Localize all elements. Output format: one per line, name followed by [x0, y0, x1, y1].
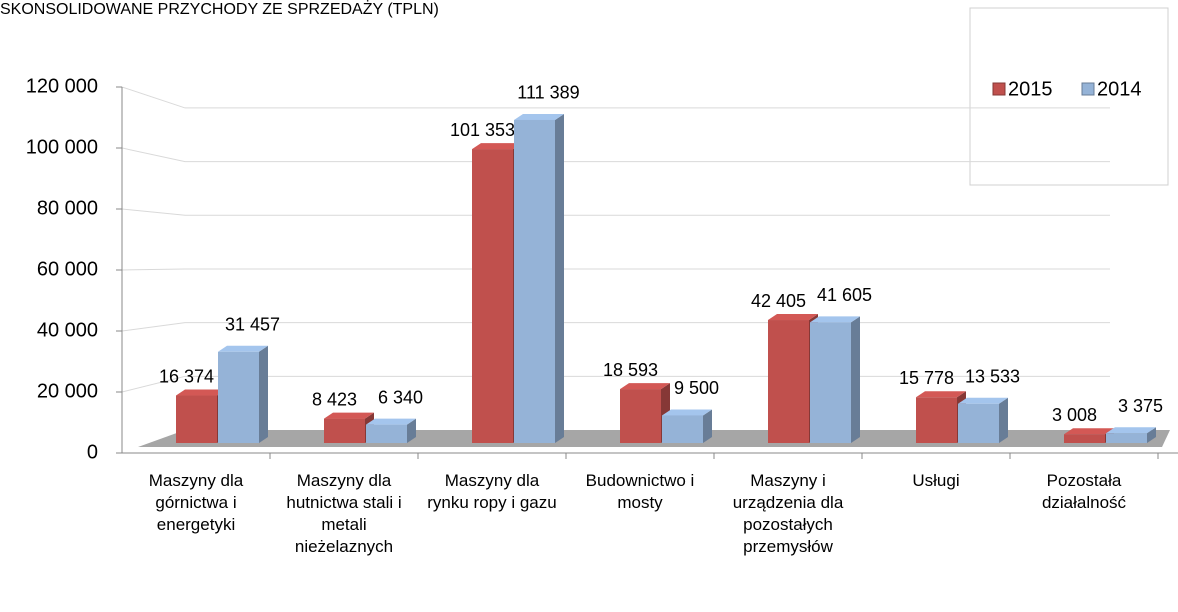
bar-top: [514, 113, 564, 120]
bar-side: [1147, 427, 1156, 443]
bar-side: [407, 418, 416, 443]
bar-top: [1064, 428, 1114, 435]
data-label: 42 405: [751, 291, 806, 311]
bar-top: [958, 397, 1008, 404]
bar: [366, 424, 407, 443]
bar-top: [472, 143, 522, 150]
bar-side: [851, 316, 860, 443]
bar-side: [555, 113, 564, 444]
x-tick-label: Budownictwo i mosty: [585, 471, 695, 512]
bar-top: [218, 345, 268, 352]
data-label: 16 374: [159, 366, 214, 386]
y-tick-label: 60 000: [37, 258, 98, 280]
bar-top: [176, 389, 226, 396]
bar: [620, 389, 661, 443]
data-label: 3 008: [1052, 405, 1097, 425]
data-label: 3 375: [1118, 396, 1163, 416]
bar: [218, 351, 259, 443]
bar: [324, 418, 365, 443]
bar: [1064, 434, 1105, 443]
bar: [176, 395, 217, 443]
bar: [958, 403, 999, 443]
data-label: 111 389: [517, 83, 579, 103]
x-tick-label: Maszyny dla rynku ropy i gazu: [427, 471, 557, 512]
x-tick-label: Maszyny i urządzenia dla pozostałych prz…: [732, 471, 844, 556]
bar: [768, 320, 809, 443]
data-label: 15 778: [899, 368, 954, 388]
data-label: 41 605: [817, 285, 872, 305]
y-tick-label: 20 000: [37, 380, 98, 402]
bar-top: [768, 314, 818, 321]
bar-top: [324, 412, 374, 419]
x-tick-label: Maszyny dla górnictwa i energetyki: [148, 471, 244, 534]
bar: [472, 149, 513, 443]
y-tick-label: 100 000: [26, 136, 98, 158]
bar: [662, 415, 703, 443]
data-label: 31 457: [225, 315, 280, 335]
bar: [916, 397, 957, 443]
bar: [1106, 433, 1147, 443]
grid-line: [121, 147, 1110, 163]
x-tick-label: Maszyny dla hutnictwa stali i metali nie…: [286, 471, 402, 556]
data-label: 18 593: [603, 360, 658, 380]
legend-swatch: [992, 82, 1006, 96]
bar-top: [366, 418, 416, 425]
data-label: 6 340: [378, 387, 423, 407]
bar-side: [259, 345, 268, 443]
legend-label: 2014: [1097, 78, 1142, 100]
data-label: 8 423: [312, 389, 357, 409]
data-label: 101 353: [450, 120, 515, 140]
legend-swatch: [1081, 82, 1095, 96]
y-tick-label: 0: [87, 441, 98, 463]
bar-top: [620, 383, 670, 390]
y-tick-label: 80 000: [37, 197, 98, 219]
y-tick-label: 40 000: [37, 319, 98, 341]
data-label: 9 500: [674, 378, 719, 398]
grid-line: [121, 86, 1110, 109]
y-tick-label: 120 000: [26, 75, 98, 97]
bar-top: [916, 391, 966, 398]
legend-box: [969, 7, 1169, 186]
chart-title: SKONSOLIDOWANE PRZYCHODY ZE SPRZEDAŻY (T…: [0, 0, 439, 18]
bar-side: [703, 409, 712, 443]
bar-top: [1106, 427, 1156, 434]
bar-top: [662, 409, 712, 416]
x-tick-label: Pozostała działalność: [1041, 471, 1127, 512]
data-label: 13 533: [965, 367, 1020, 387]
bar-side: [999, 397, 1008, 443]
bar: [514, 119, 555, 444]
grid-line: [121, 208, 1110, 216]
bar: [810, 322, 851, 443]
legend-label: 2015: [1008, 78, 1053, 100]
x-tick-label: Usługi: [912, 471, 960, 490]
grid-line: [121, 268, 1110, 271]
bar-top: [810, 316, 860, 323]
